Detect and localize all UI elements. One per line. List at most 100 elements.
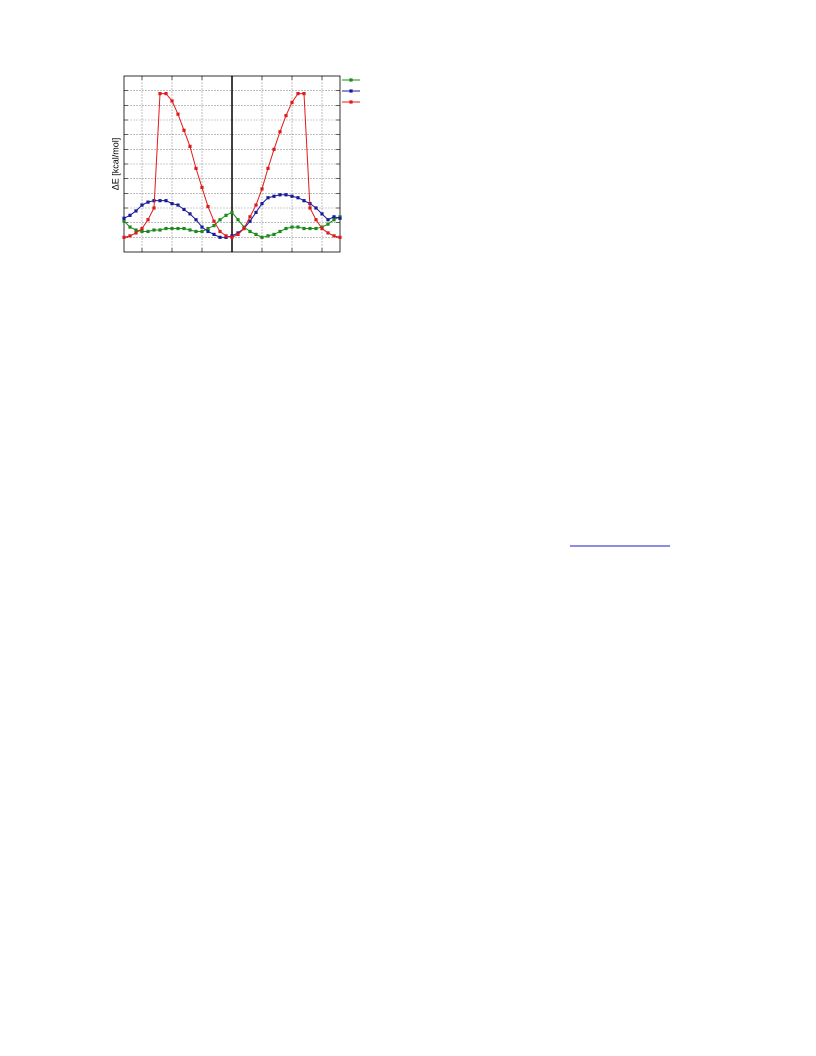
point	[218, 218, 222, 222]
point	[296, 196, 300, 200]
point	[200, 185, 204, 190]
point	[188, 212, 192, 216]
point	[302, 226, 306, 231]
point	[260, 235, 264, 239]
point	[152, 206, 156, 210]
point	[206, 226, 210, 231]
point	[338, 216, 342, 220]
point	[290, 100, 294, 104]
point	[200, 229, 204, 234]
point	[158, 92, 162, 96]
point	[188, 144, 192, 148]
point	[158, 199, 162, 203]
point	[320, 212, 324, 216]
point	[266, 166, 270, 170]
point	[146, 218, 150, 222]
point	[176, 226, 180, 231]
point	[254, 203, 258, 207]
point	[242, 226, 246, 231]
point	[140, 226, 144, 231]
point	[194, 166, 198, 170]
point	[134, 231, 138, 235]
point	[158, 228, 162, 232]
point	[290, 225, 294, 229]
point	[134, 209, 138, 213]
point	[170, 99, 174, 103]
point	[260, 202, 264, 206]
point	[332, 215, 336, 219]
point	[266, 234, 270, 238]
legend-swatch	[349, 89, 353, 93]
point	[128, 225, 132, 229]
point	[302, 92, 306, 96]
point	[308, 206, 312, 210]
point	[326, 218, 330, 222]
point	[326, 222, 330, 226]
point	[296, 92, 300, 96]
point	[176, 112, 180, 116]
point	[278, 130, 282, 134]
point	[206, 204, 210, 209]
point	[224, 213, 228, 217]
point	[326, 231, 330, 235]
point	[206, 229, 210, 234]
point	[236, 218, 240, 222]
point	[314, 218, 318, 222]
point	[122, 235, 126, 239]
y-axis-label: ΔE [kcal/mol]	[110, 138, 120, 191]
point	[248, 215, 252, 219]
point	[212, 232, 216, 236]
point	[272, 147, 276, 151]
point	[140, 229, 144, 234]
legend-swatch	[349, 100, 353, 104]
point	[182, 207, 186, 212]
point	[332, 218, 336, 222]
point	[248, 229, 252, 234]
point	[266, 196, 270, 200]
point	[218, 229, 222, 234]
point	[230, 235, 234, 239]
point	[170, 226, 174, 231]
point	[254, 210, 258, 214]
point	[296, 225, 300, 229]
point	[278, 229, 282, 234]
point	[290, 194, 294, 198]
point	[314, 226, 318, 231]
point	[332, 234, 336, 238]
point	[134, 228, 138, 232]
point	[236, 232, 240, 236]
point	[122, 219, 126, 223]
point	[272, 194, 276, 198]
point	[170, 202, 174, 206]
point	[314, 206, 318, 210]
point	[188, 228, 192, 232]
point	[278, 193, 282, 197]
point	[212, 224, 216, 228]
point	[194, 218, 198, 222]
point	[254, 232, 258, 236]
point	[320, 226, 324, 231]
point	[140, 203, 144, 207]
point	[182, 226, 186, 231]
point	[194, 229, 198, 234]
point	[284, 193, 288, 197]
point	[230, 210, 234, 214]
point	[128, 234, 132, 238]
point	[164, 199, 168, 203]
point	[272, 232, 276, 236]
point	[200, 225, 204, 229]
point	[128, 213, 132, 217]
point	[164, 92, 168, 96]
point	[224, 234, 228, 238]
point	[284, 114, 288, 118]
point	[248, 219, 252, 223]
point	[152, 228, 156, 232]
legend-swatch	[349, 78, 353, 82]
point	[218, 235, 222, 239]
point	[182, 128, 186, 132]
point	[302, 199, 306, 203]
point	[260, 187, 264, 191]
point	[284, 226, 288, 231]
